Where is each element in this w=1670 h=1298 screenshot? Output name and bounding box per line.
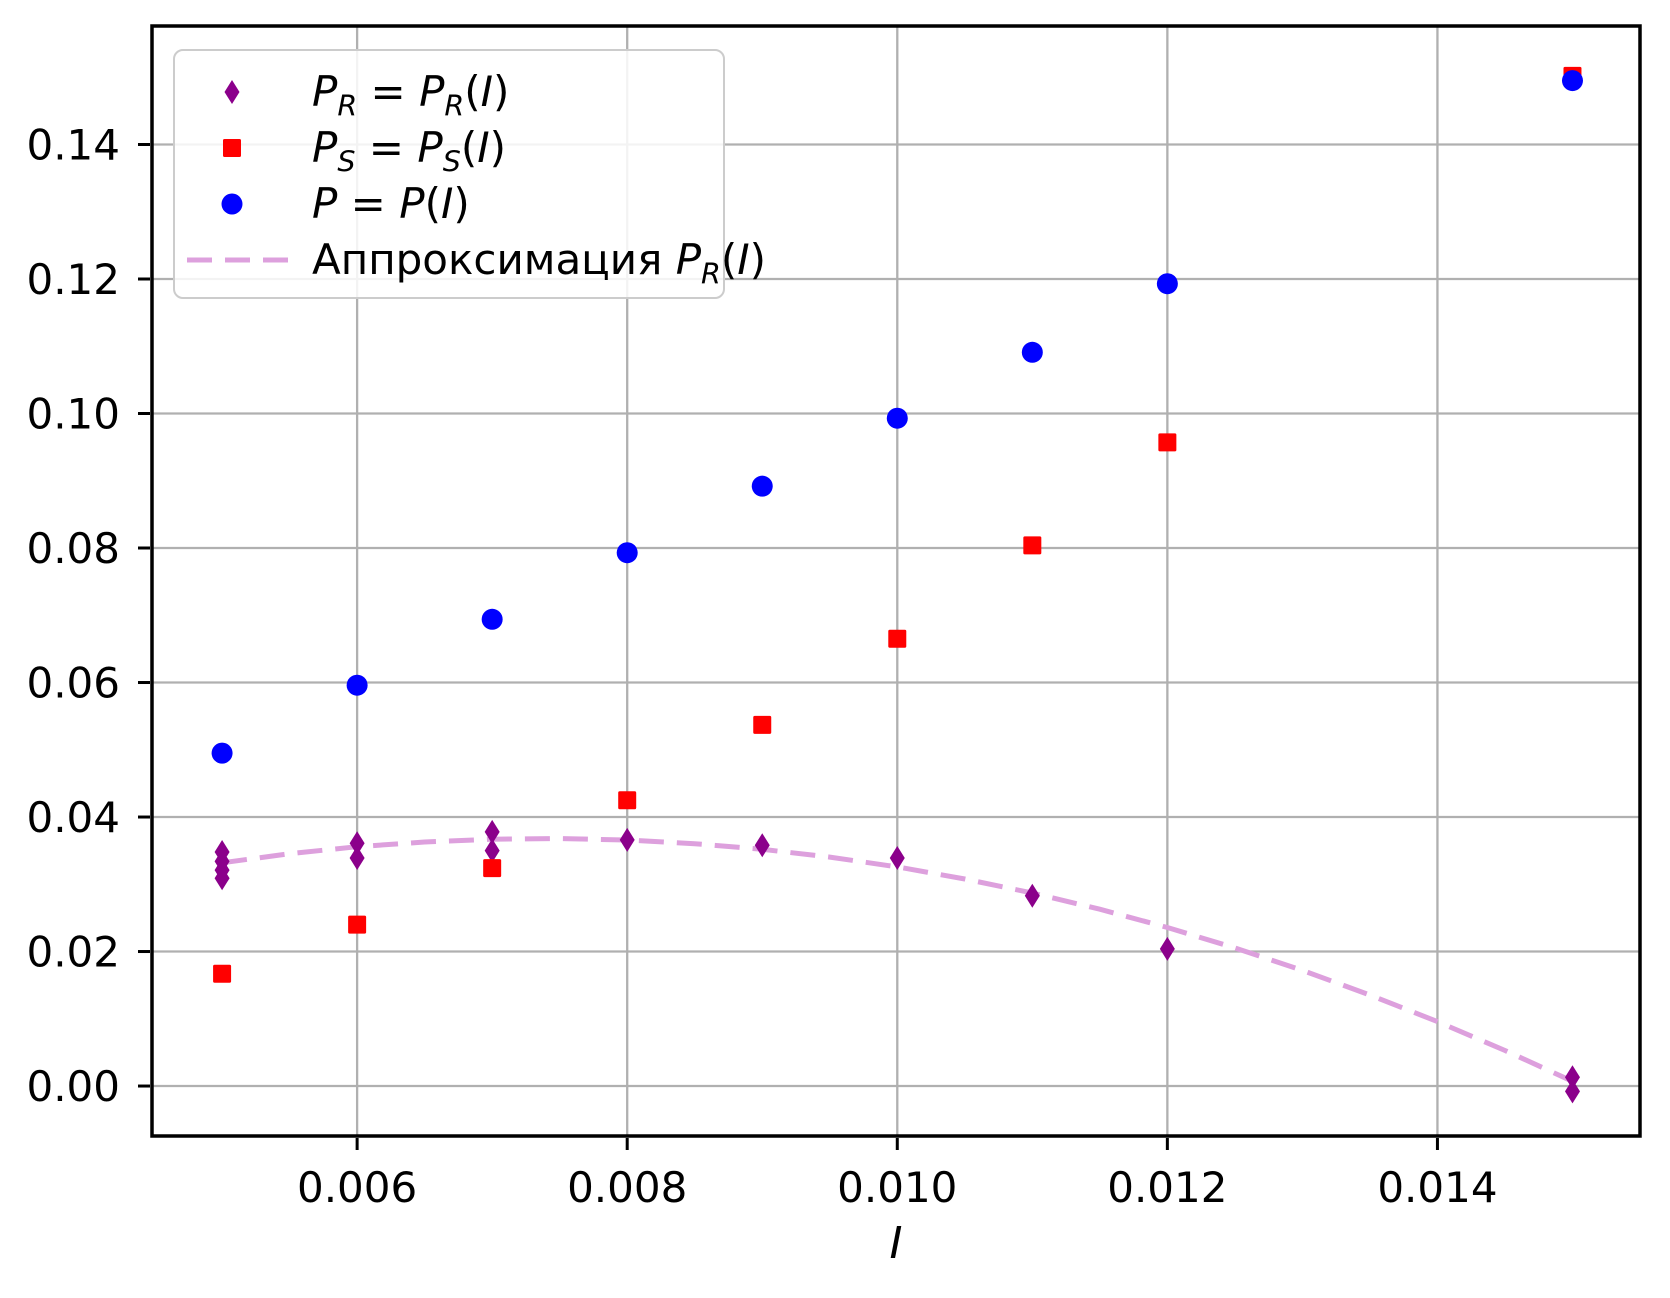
square-marker — [348, 915, 367, 934]
circle-marker — [481, 608, 503, 630]
y-tick-label: 0.10 — [26, 390, 120, 439]
y-tick-label: 0.02 — [26, 928, 120, 977]
x-axis-label: I — [889, 1218, 903, 1269]
square-marker — [753, 715, 772, 734]
square-marker — [1023, 536, 1042, 555]
y-tick-label: 0.08 — [26, 524, 120, 573]
circle-marker — [1021, 341, 1043, 363]
square-marker — [888, 629, 907, 648]
approximation-curve — [221, 836, 1574, 1084]
thin-diamond-marker — [1159, 936, 1175, 961]
circle-marker — [616, 542, 638, 564]
thin-diamond-marker — [224, 80, 240, 104]
x-tick-label: 0.010 — [837, 1163, 957, 1212]
thin-diamond-marker — [484, 819, 500, 844]
circle-marker — [1156, 273, 1178, 295]
legend-label: PS = PS(I) — [312, 123, 506, 179]
legend-thin-diamond-icon — [224, 80, 240, 104]
x-tick-label: 0.012 — [1107, 1163, 1227, 1212]
plot-border — [150, 24, 1642, 1138]
square-marker — [618, 791, 637, 810]
legend: PR = PR(I) PS = PS(I) P = P(I) Аппроксимаци… — [173, 49, 766, 299]
x-tick-label: 0.006 — [297, 1163, 417, 1212]
circle-marker — [1561, 70, 1583, 92]
legend-item: PS = PS(I) — [175, 120, 723, 176]
y-tick-label: 0.06 — [26, 659, 120, 708]
thin-diamond-marker — [1564, 1065, 1580, 1090]
legend-dashed-line-icon — [187, 257, 300, 263]
thin-diamond-marker — [484, 838, 500, 863]
y-tick-label: 0.12 — [26, 255, 120, 304]
thin-diamond-marker — [349, 846, 365, 871]
square-marker — [483, 859, 502, 878]
thin-diamond-marker — [754, 833, 770, 858]
legend-square-icon — [223, 139, 241, 157]
circle-marker — [751, 475, 773, 497]
circle-marker — [886, 407, 908, 429]
square-marker — [213, 964, 232, 983]
thin-diamond-marker — [349, 831, 365, 856]
thin-diamond-marker — [1564, 1079, 1580, 1104]
circle-marker — [221, 193, 243, 215]
legend-item: Аппроксимация PR(I) — [175, 232, 766, 288]
x-tick-label: 0.008 — [567, 1163, 687, 1212]
legend-label: Аппроксимация PR(I) — [312, 235, 767, 291]
legend-label: P = P(I) — [312, 179, 470, 228]
square-marker — [223, 139, 241, 157]
legend-label: PR = PR(I) — [312, 67, 510, 123]
thin-diamond-marker — [214, 866, 230, 891]
legend-item: PR = PR(I) — [175, 64, 723, 120]
square-marker — [1158, 433, 1177, 452]
legend-circle-icon — [221, 193, 243, 215]
y-tick-label: 0.00 — [26, 1062, 120, 1111]
circle-marker — [211, 742, 233, 764]
thin-diamond-marker — [1024, 883, 1040, 908]
y-tick-label: 0.14 — [26, 120, 120, 169]
legend-item: P = P(I) — [175, 176, 723, 232]
y-tick-label: 0.04 — [26, 793, 120, 842]
thin-diamond-marker — [619, 827, 635, 852]
thin-diamond-marker — [889, 846, 905, 871]
x-tick-label: 0.014 — [1377, 1163, 1497, 1212]
circle-marker — [346, 674, 368, 696]
